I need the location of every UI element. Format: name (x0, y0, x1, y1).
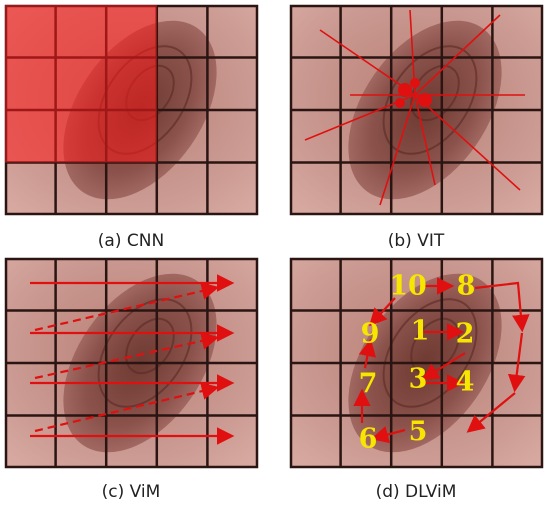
caption: (c) ViM (102, 482, 161, 502)
order-label: 3 (409, 364, 428, 395)
order-label: 8 (457, 271, 476, 302)
caption: (d) DLViM (376, 482, 457, 502)
caption: (b) VIT (388, 231, 445, 251)
order-label: 4 (456, 367, 475, 398)
order-label: 10 (389, 271, 427, 302)
panel-dlvim (288, 244, 545, 482)
caption: (a) CNN (98, 231, 164, 251)
order-label: 2 (456, 319, 475, 350)
order-label: 7 (359, 369, 378, 400)
order-label: 5 (409, 417, 428, 448)
order-labels: 1 23 456 7 8 9 10 (359, 271, 476, 455)
order-label: 6 (359, 424, 378, 455)
order-label: 1 (411, 316, 430, 347)
panel-cnn (3, 0, 260, 229)
order-label: 9 (361, 319, 380, 350)
panel-vit (288, 0, 545, 229)
panel-vim (3, 244, 260, 482)
